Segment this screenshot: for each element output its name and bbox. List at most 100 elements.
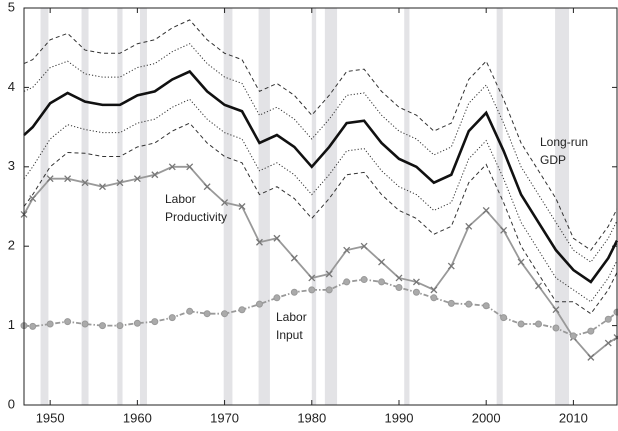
series-line	[23, 43, 618, 263]
series-line	[23, 98, 618, 303]
marker	[412, 278, 420, 286]
series-line	[23, 165, 618, 359]
marker	[238, 203, 246, 210]
recession-band	[404, 8, 410, 405]
series-line	[23, 122, 618, 315]
annotation: Long-run	[540, 135, 588, 149]
marker	[395, 283, 403, 291]
recession-band	[555, 8, 570, 405]
marker	[343, 246, 351, 254]
x-tick-label: 1950	[36, 410, 65, 425]
marker	[186, 307, 194, 315]
marker	[255, 300, 263, 308]
marker	[99, 183, 106, 191]
x-tick-label: 1990	[385, 410, 414, 425]
marker	[308, 286, 316, 294]
marker	[203, 183, 211, 191]
marker	[517, 258, 525, 266]
marker	[343, 278, 351, 286]
marker	[273, 294, 281, 302]
marker	[325, 270, 333, 278]
marker	[255, 238, 263, 246]
annotation: Productivity	[165, 210, 227, 224]
marker	[465, 222, 473, 230]
marker	[98, 322, 106, 330]
marker	[604, 315, 612, 323]
x-tick-label: 1980	[297, 410, 326, 425]
marker	[116, 179, 124, 187]
marker	[221, 199, 229, 206]
marker	[290, 288, 298, 296]
marker	[569, 332, 577, 340]
recession-band	[311, 8, 317, 405]
recession-band	[496, 8, 503, 405]
marker	[500, 226, 508, 234]
y-tick-label: 3	[8, 158, 15, 173]
marker	[500, 314, 508, 322]
y-tick-label: 1	[8, 317, 15, 332]
marker	[168, 163, 176, 171]
plot-frame	[23, 7, 618, 406]
marker	[412, 288, 420, 296]
marker	[151, 171, 159, 179]
marker	[482, 207, 490, 214]
marker	[517, 320, 525, 328]
marker	[378, 278, 386, 286]
series-line	[23, 278, 618, 337]
marker	[360, 276, 368, 284]
y-tick-label: 2	[8, 238, 15, 253]
series-line	[23, 19, 618, 251]
marker	[46, 175, 54, 183]
marker	[587, 327, 595, 335]
marker	[133, 319, 141, 327]
marker	[221, 310, 229, 318]
marker	[81, 179, 89, 187]
recession-band	[258, 8, 270, 405]
y-tick-label: 5	[8, 0, 15, 14]
marker	[378, 258, 386, 266]
series-line	[23, 69, 618, 284]
marker	[81, 320, 89, 328]
recession-band	[81, 8, 89, 405]
y-tick-label: 4	[8, 79, 15, 94]
marker	[360, 242, 368, 250]
marker	[325, 286, 333, 294]
marker	[604, 339, 612, 347]
recession-band	[139, 8, 147, 405]
x-tick-label: 1960	[123, 410, 152, 425]
marker	[116, 322, 124, 330]
marker	[168, 314, 176, 322]
marker	[587, 353, 595, 361]
marker	[535, 320, 543, 328]
recession-band	[223, 8, 233, 405]
x-tick-label: 2010	[559, 410, 588, 425]
annotation: Labor	[165, 192, 196, 206]
marker	[447, 262, 455, 270]
recession-band	[117, 8, 123, 405]
marker	[552, 306, 560, 314]
annotation: Labor	[276, 310, 307, 324]
y-tick-label: 0	[8, 396, 15, 411]
marker	[133, 175, 141, 183]
marker	[186, 163, 194, 171]
marker	[430, 294, 438, 302]
recession-band	[324, 8, 338, 405]
marker	[273, 234, 281, 242]
marker	[29, 322, 37, 330]
marker	[552, 324, 560, 332]
annotation: GDP	[540, 153, 566, 167]
marker	[151, 318, 159, 326]
marker	[64, 175, 72, 183]
marker	[64, 318, 72, 326]
marker	[447, 299, 455, 307]
annotation: Input	[276, 328, 303, 342]
marker	[29, 195, 37, 203]
marker	[238, 306, 246, 314]
marker	[465, 300, 473, 308]
marker	[535, 282, 542, 290]
x-tick-label: 2000	[472, 410, 501, 425]
recession-band	[40, 8, 49, 405]
marker	[290, 254, 298, 262]
x-tick-label: 1970	[210, 410, 239, 425]
